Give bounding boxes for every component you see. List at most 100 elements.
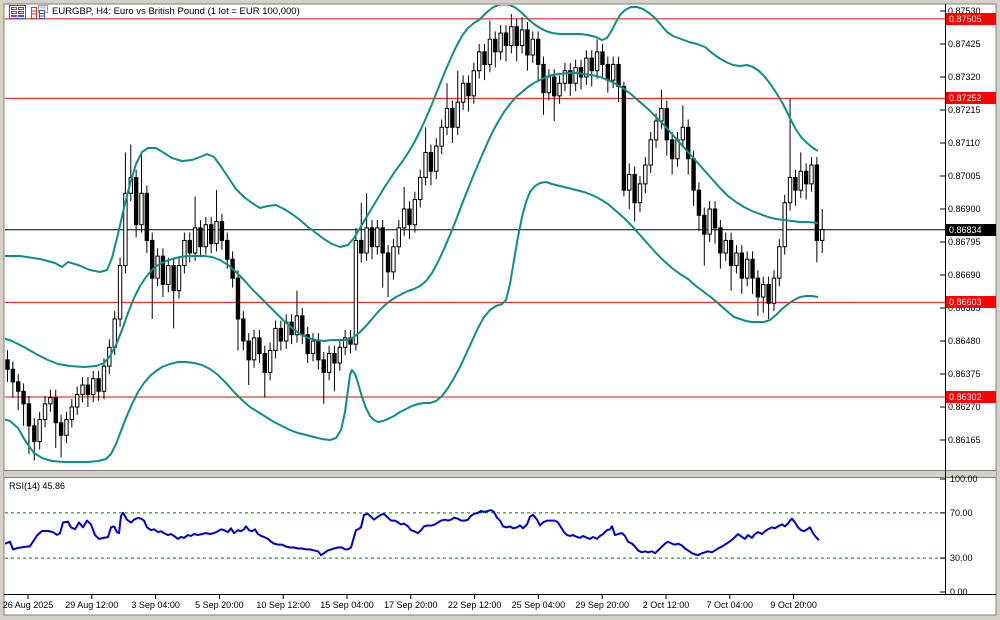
bull-candle-body [337, 346, 343, 364]
bear-candle-body [691, 158, 696, 191]
bear-candle-body [257, 337, 262, 355]
bear-candle-body [493, 38, 498, 53]
bear-candle-body [728, 239, 734, 267]
bear-candle-body [16, 381, 21, 392]
bear-candle-body [712, 208, 718, 229]
bear-candle-body [316, 340, 321, 361]
bear-candle-body [278, 327, 284, 342]
bull-candle-body [91, 378, 96, 395]
bear-candle-body [482, 51, 487, 65]
bear-candle-body [5, 359, 10, 370]
bear-candle-body [160, 255, 166, 285]
bull-candle-body [798, 170, 803, 191]
bull-candle-body [192, 227, 198, 254]
bull-candle-body [734, 252, 739, 267]
bull-candle-body [434, 145, 439, 172]
bear-candle-body [53, 397, 58, 424]
bear-candle-body [208, 224, 214, 245]
bull-candle-body [251, 337, 257, 361]
bull-candle-body [80, 384, 85, 395]
bear-candle-body [755, 277, 761, 298]
bear-candle-body [605, 63, 611, 81]
bull-candle-body [648, 139, 653, 166]
bear-candle-body [21, 390, 26, 405]
main-price-pane[interactable] [0, 4, 945, 463]
pane-splitter[interactable] [4, 470, 996, 478]
bear-candle-body [385, 252, 391, 273]
bear-candle-body [696, 189, 702, 216]
bull-candle-body [353, 239, 359, 345]
bull-candle-body [439, 126, 444, 147]
bull-candle-body [267, 349, 273, 373]
bear-candle-body [664, 107, 669, 141]
bull-candle-body [557, 82, 562, 97]
bollinger-lower-band [5, 181, 819, 463]
bull-candle-body [396, 227, 401, 248]
bear-candle-body [503, 32, 509, 47]
bear-candle-body [359, 239, 364, 254]
bull-candle-body [69, 406, 75, 421]
bull-candle-body [418, 177, 423, 201]
bear-candle-body [321, 359, 326, 373]
bull-candle-body [610, 63, 616, 81]
bear-candle-body [702, 214, 707, 235]
bull-candle-body [42, 403, 48, 421]
bull-candle-body [627, 173, 632, 191]
bear-candle-body [96, 378, 101, 392]
bear-candle-body [144, 192, 150, 241]
bull-candle-body [176, 265, 182, 292]
bull-candle-body [809, 164, 814, 185]
bear-candle-body [235, 277, 241, 320]
bull-candle-body [777, 246, 782, 279]
bull-candle-body [476, 51, 482, 72]
bear-candle-body [332, 353, 337, 364]
bear-candle-body [793, 177, 798, 191]
bear-candle-body [171, 265, 176, 292]
bull-candle-body [273, 327, 278, 351]
bull-candle-body [391, 246, 396, 273]
bear-candle-body [589, 57, 594, 72]
bull-candle-body [546, 76, 552, 94]
bear-candle-body [814, 164, 820, 241]
bear-candle-body [262, 353, 267, 373]
bear-candle-body [718, 227, 723, 254]
bull-candle-body [375, 227, 380, 248]
bull-candle-body [460, 82, 466, 103]
rsi-pane[interactable] [5, 509, 945, 559]
bull-candle-body [498, 32, 503, 53]
bull-candle-body [771, 277, 777, 304]
bear-candle-body [568, 70, 573, 84]
bull-candle-body [509, 26, 514, 47]
bull-candle-body [653, 120, 659, 141]
bull-candle-body [214, 221, 219, 245]
bear-candle-body [600, 51, 605, 65]
bear-candle-body [669, 139, 675, 160]
bear-candle-body [535, 38, 541, 65]
rsi-line [5, 509, 820, 557]
bull-candle-body [123, 192, 128, 267]
bull-candle-body [117, 265, 123, 320]
bear-candle-body [369, 227, 375, 248]
bear-candle-body [766, 283, 771, 304]
bull-candle-body [659, 107, 664, 122]
bear-candle-body [750, 258, 755, 279]
bear-candle-body [739, 252, 745, 279]
bear-candle-body [10, 368, 16, 383]
bull-candle-body [64, 419, 69, 436]
bear-candle-body [300, 315, 305, 336]
bear-candle-body [85, 384, 91, 395]
bear-candle-body [305, 334, 310, 355]
bull-candle-body [787, 177, 793, 204]
bear-candle-body [241, 318, 246, 342]
bull-candle-body [310, 340, 316, 355]
bear-candle-body [525, 29, 530, 56]
bull-candle-body [166, 265, 171, 285]
bull-candle-body [203, 224, 209, 248]
bull-candle-body [820, 229, 825, 241]
bull-candle-body [680, 126, 686, 141]
bear-candle-body [514, 26, 519, 47]
bear-candle-body [621, 85, 627, 191]
bull-candle-body [573, 67, 578, 84]
